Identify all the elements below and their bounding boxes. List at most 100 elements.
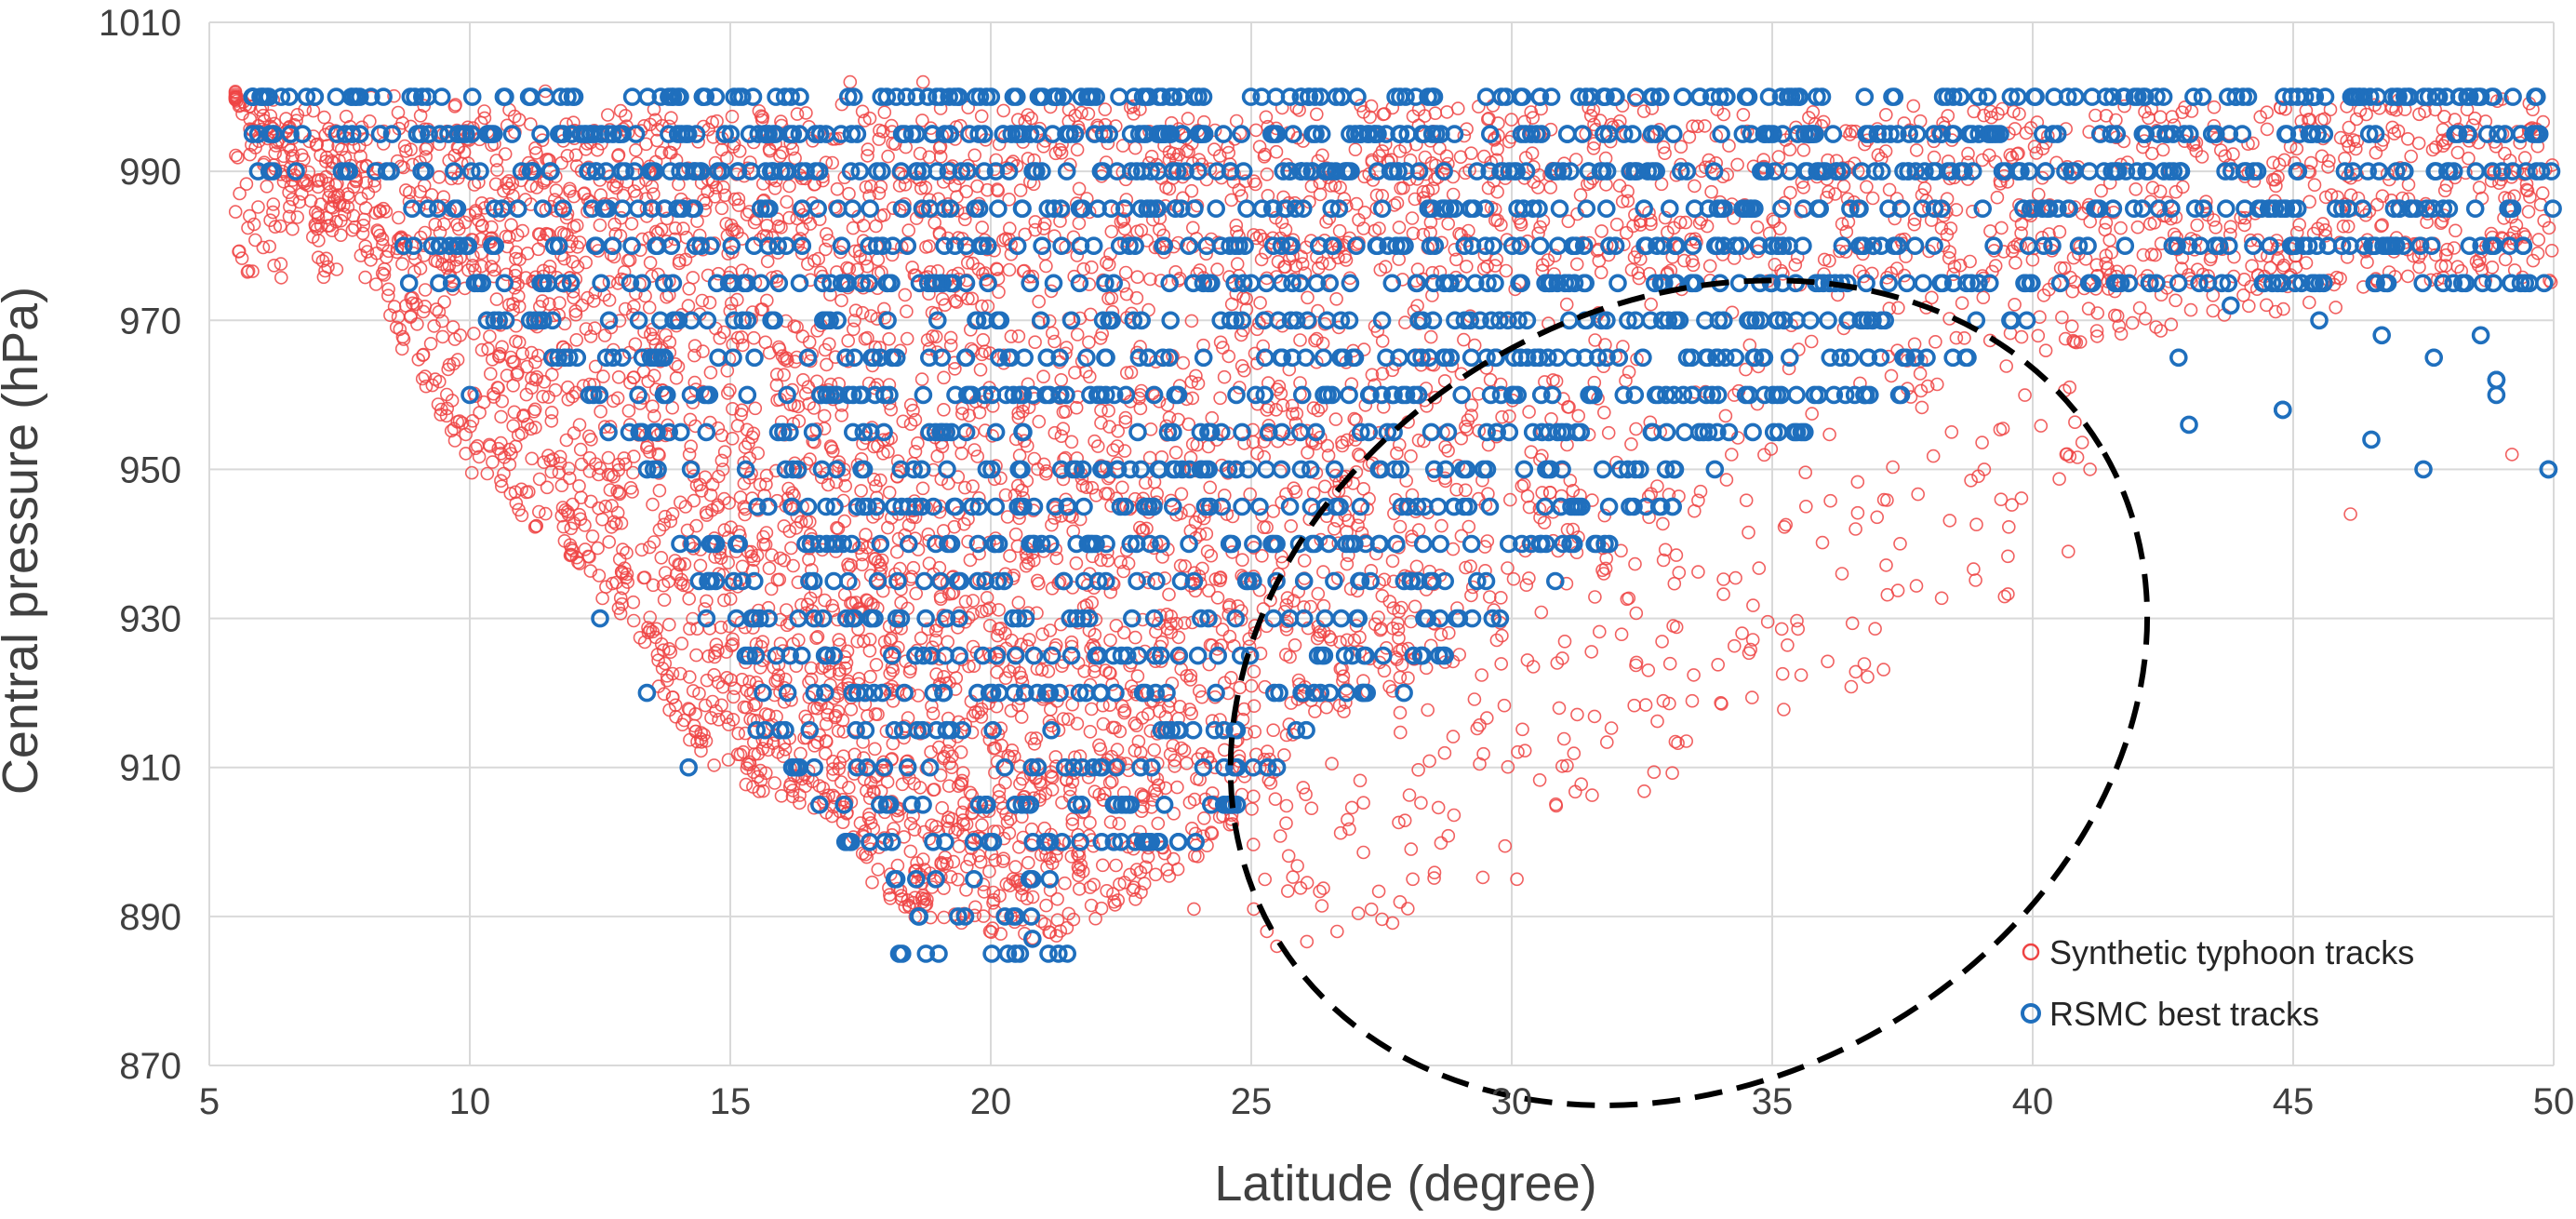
synthetic-point-176	[719, 710, 734, 725]
synthetic-point-1227	[692, 686, 706, 701]
synthetic-point-1636	[837, 514, 852, 529]
synthetic-point-1644	[1642, 510, 1656, 525]
synthetic-point-910	[1050, 913, 1065, 928]
synthetic-point-1796	[802, 552, 816, 567]
synthetic-point-1084	[1249, 231, 1263, 246]
synthetic-point-1064	[1301, 621, 1315, 636]
synthetic-point-672	[900, 304, 914, 319]
synthetic-point-511	[855, 305, 870, 320]
synthetic-point-473	[1193, 528, 1208, 542]
synthetic-point-642	[1920, 379, 1935, 394]
synthetic-point-1541	[749, 636, 764, 651]
synthetic-point-633	[652, 483, 667, 498]
synthetic-point-9	[1253, 296, 1267, 310]
synthetic-point-1513	[841, 780, 856, 795]
synthetic-point-781	[2143, 217, 2157, 231]
synthetic-point-1431	[1133, 401, 1148, 416]
synthetic-point-355	[1035, 627, 1049, 641]
synthetic-point-1694	[866, 784, 881, 798]
synthetic-point-760	[2537, 213, 2551, 228]
synthetic-point-772	[1284, 696, 1299, 710]
synthetic-point-1819	[1340, 556, 1355, 571]
synthetic-point-614	[646, 497, 660, 512]
synthetic-point-270	[903, 397, 918, 412]
synthetic-point-597	[2260, 298, 2274, 313]
synthetic-point-174	[626, 613, 641, 628]
synthetic-point-1764	[906, 560, 921, 575]
synthetic-point-1260	[2237, 218, 2251, 233]
synthetic-point-650	[968, 443, 981, 457]
synthetic-point-1843	[1643, 415, 1658, 430]
synthetic-point-1753	[1034, 777, 1048, 792]
synthetic-point-1635	[962, 659, 976, 674]
synthetic-point-1778	[1588, 333, 1602, 347]
synthetic-point-1730	[982, 601, 997, 615]
synthetic-point-1052	[418, 283, 433, 297]
synthetic-point-144	[494, 479, 509, 494]
synthetic-point-326	[806, 434, 821, 449]
synthetic-point-659	[1390, 446, 1404, 461]
synthetic-point-1228	[941, 810, 956, 824]
synthetic-point-459	[707, 758, 721, 772]
synthetic-point-1771	[665, 690, 680, 704]
synthetic-point-1676	[758, 707, 773, 721]
synthetic-point-856	[668, 221, 683, 235]
synthetic-point-931	[1029, 731, 1044, 745]
synthetic-point-1147	[1154, 274, 1168, 288]
synthetic-point-132	[1147, 743, 1161, 757]
synthetic-point-525	[686, 684, 701, 698]
synthetic-point-1126	[1316, 565, 1330, 579]
synthetic-point-857	[657, 593, 672, 608]
synthetic-point-1588	[1435, 518, 1448, 533]
synthetic-point-1210	[601, 450, 616, 465]
synthetic-point-372	[461, 263, 475, 277]
synthetic-point-581	[705, 694, 720, 709]
synthetic-point-851	[1011, 328, 1026, 343]
synthetic-point-1727	[642, 301, 657, 315]
synthetic-point-1766	[2303, 155, 2318, 170]
synthetic-point-274	[660, 211, 674, 226]
synthetic-point-1197	[744, 466, 758, 481]
synthetic-point-1121	[823, 288, 837, 302]
synthetic-point-1272	[1285, 398, 1300, 413]
synthetic-point-1865	[537, 455, 552, 470]
synthetic-point-13	[612, 314, 627, 328]
synthetic-point-1550	[1015, 771, 1030, 786]
synthetic-point-87	[2094, 183, 2108, 198]
synthetic-point-929	[1112, 816, 1127, 831]
synthetic-point-233	[520, 417, 535, 432]
synthetic-point-1063	[1082, 335, 1096, 350]
synthetic-point-1758	[879, 724, 894, 739]
synthetic-point-198	[1178, 616, 1192, 630]
synthetic-point-1045	[1489, 633, 1504, 648]
synthetic-point-81	[1063, 783, 1077, 797]
synthetic-point-1420	[1297, 554, 1312, 568]
synthetic-point-1736	[1129, 290, 1144, 305]
synthetic-point-1577	[1101, 404, 1115, 418]
synthetic-point-1140	[803, 591, 818, 606]
synthetic-point-803	[1286, 407, 1300, 422]
synthetic-point-1751	[1393, 519, 1408, 534]
synthetic-point-793	[1641, 489, 1656, 504]
synthetic-point-1576	[1215, 623, 1230, 636]
synthetic-point-1783	[605, 499, 619, 513]
synthetic-point-865	[596, 369, 610, 383]
synthetic-point-1712	[1061, 835, 1076, 850]
synthetic-point-1348	[848, 303, 863, 318]
synthetic-point-608	[583, 564, 598, 578]
synthetic-point-1490	[676, 221, 690, 235]
synthetic-point-912	[569, 332, 584, 347]
synthetic-point-1303	[1063, 684, 1077, 699]
synthetic-point-190	[1260, 167, 1275, 181]
synthetic-point-154	[579, 322, 594, 336]
synthetic-point-1113	[1021, 855, 1035, 870]
synthetic-point-477	[1025, 890, 1040, 904]
synthetic-point-1755	[759, 477, 773, 491]
synthetic-point-1610	[1392, 631, 1406, 645]
synthetic-point-474	[1464, 588, 1478, 603]
synthetic-point-55	[1457, 332, 1471, 347]
synthetic-point-1735	[721, 717, 736, 731]
synthetic-point-293	[767, 776, 782, 790]
synthetic-point-1294	[532, 472, 547, 487]
synthetic-point-1642	[1084, 898, 1099, 913]
